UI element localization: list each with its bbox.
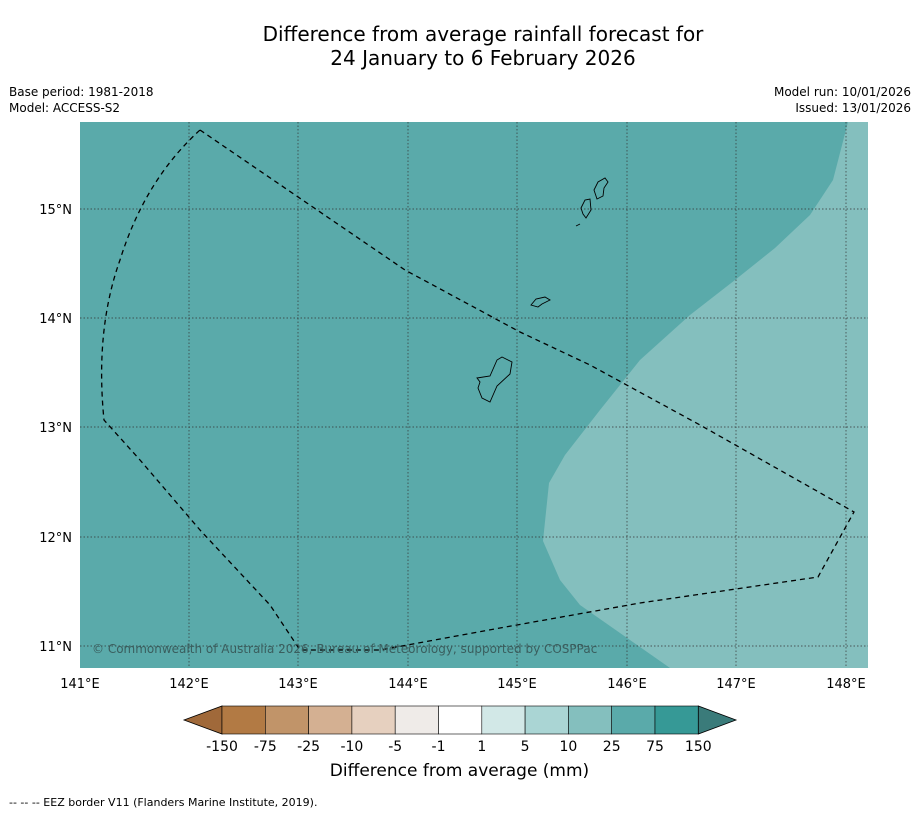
lon-tick-142: 142°E xyxy=(169,677,209,692)
title-line-1: Difference from average rainfall forecas… xyxy=(262,22,704,46)
colorbar-tick-label: 150 xyxy=(685,739,712,755)
colorbar-swatch xyxy=(308,705,353,735)
lon-tick-141: 141°E xyxy=(60,677,100,692)
island-rota xyxy=(530,296,551,308)
base-period: Base period: 1981-2018 xyxy=(9,85,154,99)
lat-tick-15: 15°N xyxy=(39,203,72,218)
colorbar-swatch xyxy=(221,705,266,735)
lon-tick-148: 148°E xyxy=(826,677,866,692)
colorbar-tick-label: -150 xyxy=(206,739,238,755)
eez-footnote: -- -- -- EEZ border V11 (Flanders Marine… xyxy=(9,796,318,809)
lon-axis: 141°E 142°E 143°E 144°E 145°E 146°E 147°… xyxy=(60,677,866,692)
colorbar-swatch xyxy=(611,705,656,735)
lat-tick-12: 12°N xyxy=(39,531,72,546)
colorbar-tick-label: -5 xyxy=(388,739,402,755)
colorbar-extend-low xyxy=(182,705,223,735)
model-name: Model: ACCESS-S2 xyxy=(9,101,121,115)
region-wet-10-25 xyxy=(543,122,868,668)
colorbar-extend-high xyxy=(697,705,738,735)
colorbar-tick-label: -1 xyxy=(432,739,446,755)
lon-tick-143: 143°E xyxy=(278,677,318,692)
model-run: Model run: 10/01/2026 xyxy=(773,85,911,99)
colorbar-swatch xyxy=(654,705,699,735)
colorbar-title: Difference from average (mm) xyxy=(329,761,590,781)
island-tinian xyxy=(580,198,592,219)
lon-tick-147: 147°E xyxy=(716,677,756,692)
lat-axis: 15°N 14°N 13°N 12°N 11°N xyxy=(39,203,72,655)
colorbar-tick-label: 75 xyxy=(646,739,664,755)
lon-tick-146: 146°E xyxy=(607,677,647,692)
title-line-2: 24 January to 6 February 2026 xyxy=(330,46,636,70)
colorbar-swatch xyxy=(264,705,309,735)
colorbar-tick-label: 10 xyxy=(559,739,577,755)
colorbar-tick-label: 5 xyxy=(521,739,530,755)
island-aguijan xyxy=(575,223,581,227)
lat-tick-14: 14°N xyxy=(39,312,72,327)
map-area: © Commonwealth of Australia 2026, Bureau… xyxy=(80,122,868,668)
colorbar-swatch xyxy=(481,705,526,735)
issued-date: Issued: 13/01/2026 xyxy=(795,101,911,115)
islands xyxy=(476,177,609,403)
colorbar-swatch xyxy=(524,705,569,735)
colorbar-tick-label: -75 xyxy=(254,739,277,755)
meta-left: Base period: 1981-2018 Model: ACCESS-S2 xyxy=(9,84,154,116)
colorbar-swatch xyxy=(351,705,396,735)
colorbar-swatch xyxy=(394,705,439,735)
lon-tick-145: 145°E xyxy=(497,677,537,692)
island-guam xyxy=(476,356,513,403)
eez-border xyxy=(101,129,855,651)
island-saipan xyxy=(593,177,609,200)
colorbar-tick-label: 1 xyxy=(477,739,486,755)
lat-tick-13: 13°N xyxy=(39,421,72,436)
colorbar-tick-label: -10 xyxy=(340,739,363,755)
copyright-notice: © Commonwealth of Australia 2026, Bureau… xyxy=(92,642,597,656)
colorbar-tick-label: 25 xyxy=(603,739,621,755)
colorbar-tick-label: -25 xyxy=(297,739,320,755)
colorbar-swatch xyxy=(438,705,483,735)
colorbar-swatch xyxy=(568,705,613,735)
graticule xyxy=(80,122,868,668)
meta-right: Model run: 10/01/2026 Issued: 13/01/2026 xyxy=(774,84,911,116)
colorbar: -150 -75 -25 -10 -5 -1 1 5 10 25 75 150 xyxy=(182,705,738,755)
lon-tick-144: 144°E xyxy=(388,677,428,692)
chart-title: Difference from average rainfall forecas… xyxy=(0,22,919,70)
lat-tick-11: 11°N xyxy=(39,640,72,655)
